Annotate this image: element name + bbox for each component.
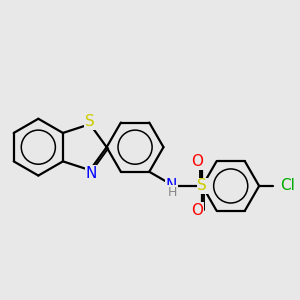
Text: S: S	[85, 114, 95, 129]
Text: N: N	[86, 166, 97, 181]
Text: O: O	[191, 202, 203, 217]
Text: S: S	[197, 178, 207, 194]
Text: H: H	[168, 186, 177, 199]
Text: Cl: Cl	[280, 178, 295, 194]
Text: N: N	[166, 178, 177, 194]
Text: O: O	[191, 154, 203, 169]
